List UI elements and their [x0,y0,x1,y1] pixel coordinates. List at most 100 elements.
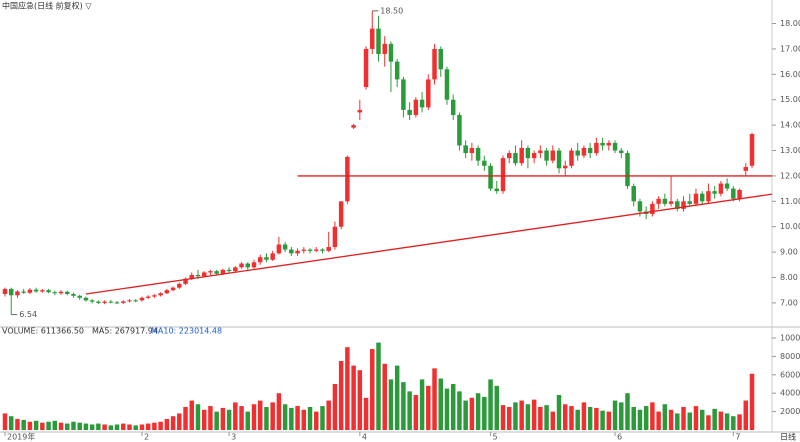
candle-body [282,244,288,250]
volume-bar [581,402,587,430]
y-tick-label: 2000 [780,407,800,416]
volume-bar [357,370,363,430]
volume-bar [482,396,487,430]
candle-body [264,257,269,260]
volume-bar [282,404,288,430]
volume-bar [606,411,612,430]
volume-bar [426,385,431,430]
candle-body [208,271,213,273]
candle-body [52,292,58,294]
volume-bar [58,422,64,430]
candle-body [500,158,506,192]
y-tick-label: 13.00 [780,146,800,155]
ma5-label: MA5: 267917.94 [92,327,158,336]
candle-body [2,288,8,295]
volume-bar [668,409,674,430]
candle-body [214,271,219,274]
volume-bar [164,418,170,430]
volume-bar [656,411,661,430]
volume-bar [257,400,263,430]
candle-body [376,28,381,55]
candle-body [718,183,724,194]
candle-body [276,244,282,254]
candle-body [96,301,101,303]
candle-body [89,300,95,302]
volume-bar [612,400,618,430]
candle-body [444,69,450,100]
candle-body [338,201,344,227]
candle-body [314,249,319,251]
candle-body [301,249,307,251]
volume-bar [544,405,549,430]
volume-bar [15,418,20,430]
volume-bar [351,365,356,430]
y-tick-label: 8000 [780,352,800,361]
volume-bar [8,416,14,430]
volume-bar [40,422,45,430]
volume-bar [438,378,443,430]
volume-bar [239,406,244,430]
ma10-label: MA10: 223014.48 [151,327,222,336]
volume-bar [463,400,468,430]
volume-bar [718,411,724,430]
volume-bar [21,419,26,430]
volume-bar [743,400,749,430]
volume-bar [556,395,562,430]
candle-body [606,142,612,146]
candle-body [506,153,512,159]
candle-body [419,99,425,108]
candle-body [8,288,14,296]
candle-body [289,249,294,254]
candle-body [332,226,338,248]
volume-bar [457,391,462,430]
volume-bar [195,404,201,430]
candle-body [749,134,755,166]
candle-body [668,201,674,204]
candle-body [407,109,412,115]
volume-bar [214,411,219,430]
candle-body [525,147,531,159]
volume-bar [488,379,493,430]
y-tick-label: 17.00 [780,44,800,53]
y-tick-label: 4000 [780,389,800,398]
candle-body [27,289,33,293]
candle-body [600,142,605,146]
candle-body [706,191,711,202]
volume-bar [245,411,251,430]
candle-body [102,301,107,303]
candle-body [65,291,70,295]
candle-body [40,290,45,292]
volume-bar [52,420,58,430]
candle-body [58,291,64,294]
volume-bar [264,407,269,430]
volume-bar [662,404,668,430]
candle-body [177,283,182,288]
volume-bar [631,407,636,430]
volume-bar [363,397,369,430]
candle-body [625,153,630,187]
volume-bar [320,406,325,430]
candle-body [662,198,668,204]
candle-body [475,147,481,161]
y-tick-label: 14.00 [780,121,800,130]
y-tick-label: 16.00 [780,70,800,79]
volume-bar [494,385,500,430]
y-tick-label: 15.00 [780,95,800,104]
volume-bar [731,416,736,430]
volume-bar [413,395,419,430]
volume-bar [687,412,692,430]
volume-bar [699,409,705,430]
candle-body [114,302,120,304]
candle-body [494,188,500,192]
volume-bar [332,384,338,430]
volume-bar [432,368,437,430]
y-tick-label: 7.00 [780,298,798,307]
candle-body [158,293,163,296]
volume-bar [469,397,475,430]
candle-body [326,247,331,251]
candle-body [394,61,400,80]
x-tick-label: 3 [231,433,236,442]
volume-bar [650,402,655,430]
